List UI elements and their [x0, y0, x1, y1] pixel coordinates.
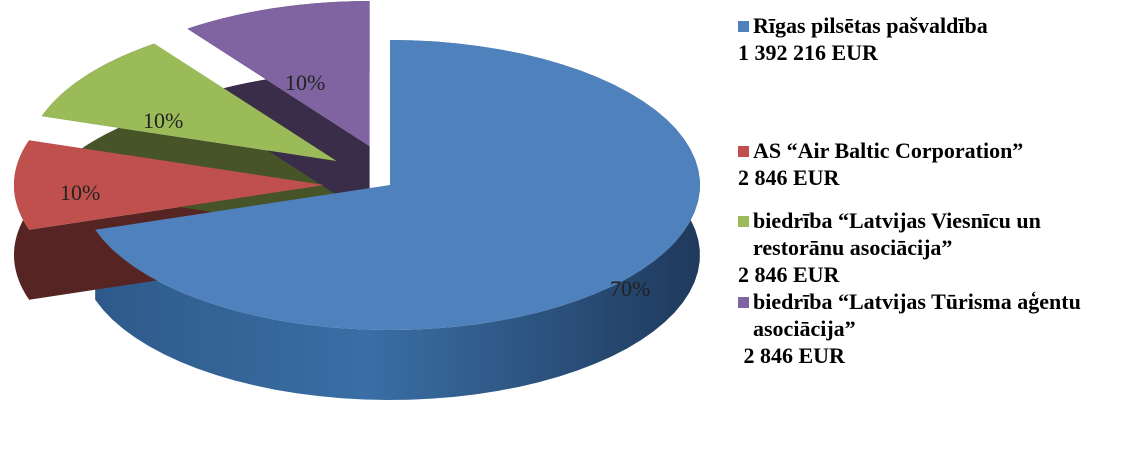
pie-data-label-3: 10% [285, 70, 325, 95]
pie-chart: 70% 10% 10% 10% [14, 1, 700, 400]
legend-swatch-viesnicu [738, 216, 749, 227]
pie-top-faces [14, 1, 700, 330]
pie-slice-2 [41, 43, 337, 161]
legend-label: AS “Air Baltic Corporation” [753, 138, 1024, 163]
legend-amount: 2 846 EUR [738, 262, 840, 287]
legend-item-turisma: biedrība “Latvijas Tūrisma aģentu asociā… [738, 288, 1138, 369]
pie-data-labels: 70% 10% 10% 10% [60, 70, 650, 301]
pie-slice-1 [14, 140, 324, 230]
legend-label: Rīgas pilsētas pašvaldība [753, 13, 988, 38]
legend-swatch-riga [738, 21, 749, 32]
legend-item-airbaltic: AS “Air Baltic Corporation” 2 846 EUR [738, 137, 1138, 191]
legend-swatch-turisma [738, 297, 749, 308]
pie-slice-0 [95, 40, 700, 330]
legend-label: biedrība “Latvijas Viesnīcu un restorānu… [753, 208, 1047, 260]
pie-data-label-2: 10% [143, 108, 183, 133]
legend-amount: 2 846 EUR [738, 343, 845, 368]
pie-data-label-1: 10% [60, 180, 100, 205]
legend-amount: 2 846 EUR [738, 165, 840, 190]
legend-amount: 1 392 216 EUR [738, 40, 878, 65]
legend-swatch-airbaltic [738, 146, 749, 157]
legend-label: biedrība “Latvijas Tūrisma aģentu asociā… [753, 289, 1087, 341]
pie-slice-3 [187, 1, 370, 147]
pie-data-label-0: 70% [610, 276, 650, 301]
legend-item-viesnicu: biedrība “Latvijas Viesnīcu un restorānu… [738, 207, 1138, 288]
legend-item-riga: Rīgas pilsētas pašvaldība 1 392 216 EUR [738, 12, 1138, 66]
